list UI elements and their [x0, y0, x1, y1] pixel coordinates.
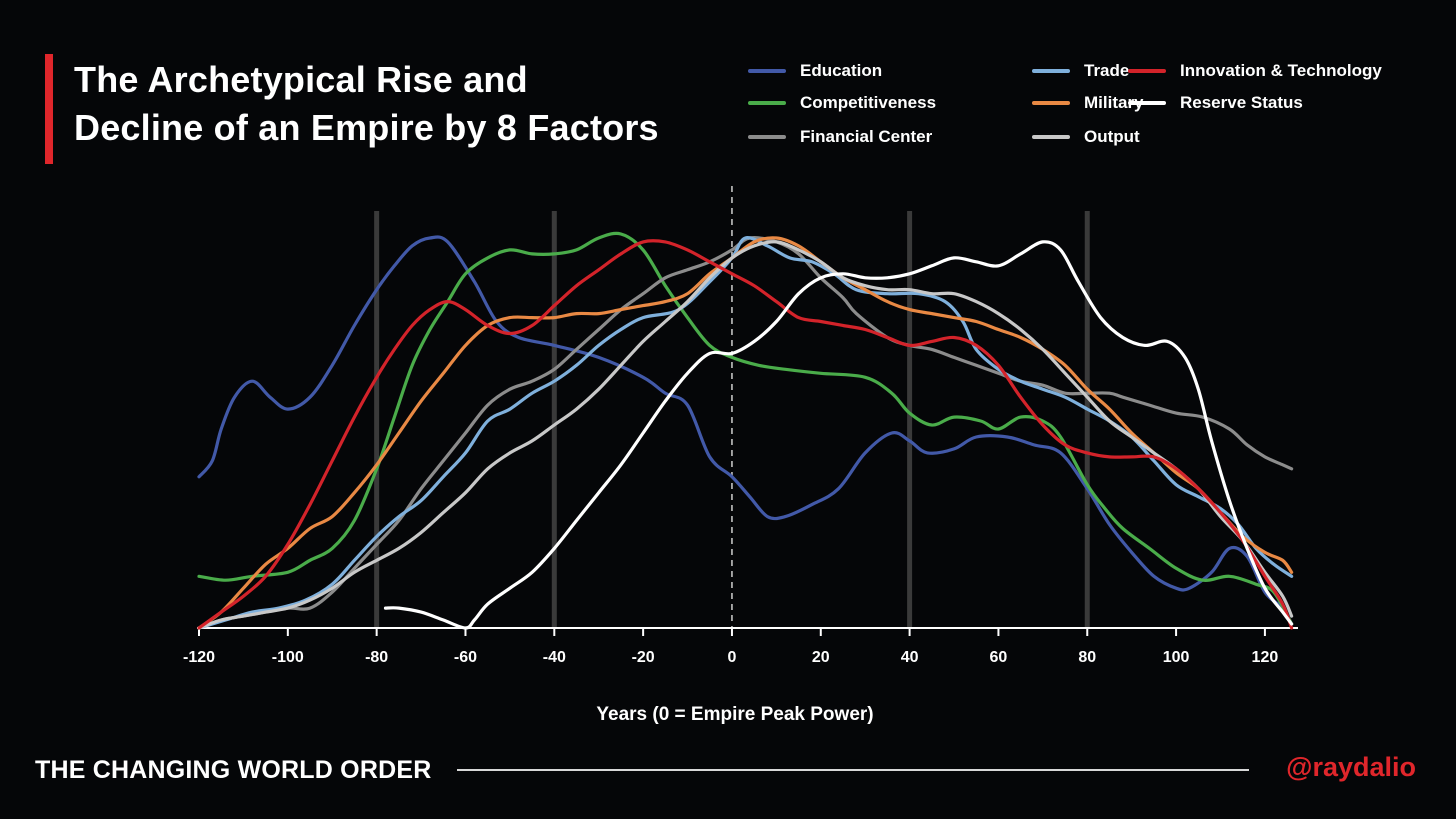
- legend-item-education: Education: [748, 58, 882, 84]
- footer-series-title: THE CHANGING WORLD ORDER: [35, 756, 432, 784]
- legend-item-output: Output: [1032, 124, 1140, 150]
- footer-divider: [457, 769, 1249, 771]
- legend-label: Financial Center: [800, 127, 933, 146]
- chart-title: The Archetypical Rise and Decline of an …: [74, 56, 734, 152]
- legend-label: Reserve Status: [1180, 93, 1303, 112]
- series-line-reserve-status: [383, 240, 1294, 630]
- legend-label: Competitiveness: [800, 93, 937, 112]
- legend-swatch: [748, 101, 786, 105]
- legend-label: Trade: [1084, 61, 1130, 80]
- x-tick-label: -60: [454, 649, 477, 666]
- series-line-military: [197, 236, 1294, 630]
- legend-label: Output: [1084, 127, 1140, 146]
- legend-swatch: [1128, 101, 1166, 105]
- x-tick-label: 20: [812, 649, 830, 666]
- x-tick-label: -20: [632, 649, 655, 666]
- legend-swatch: [1032, 101, 1070, 105]
- x-tick-label: 0: [728, 649, 737, 666]
- x-tick-label: 40: [901, 649, 919, 666]
- legend-swatch: [1032, 135, 1070, 139]
- x-tick-label: -80: [365, 649, 388, 666]
- legend-item-innovation-technology: Innovation & Technology: [1128, 58, 1382, 84]
- legend-label: Military: [1084, 93, 1144, 112]
- legend-item-trade: Trade: [1032, 58, 1129, 84]
- x-axis-title: Years (0 = Empire Peak Power): [596, 704, 874, 725]
- title-line-2: Decline of an Empire by 8 Factors: [74, 107, 659, 148]
- x-tick-label: -40: [543, 649, 566, 666]
- legend: Education Trade Innovation & Technology Com…: [748, 58, 1438, 158]
- series-line-education: [197, 235, 1294, 626]
- legend-label: Innovation & Technology: [1180, 61, 1382, 80]
- title-line-1: The Archetypical Rise and: [74, 59, 528, 100]
- series-line-output: [197, 240, 1294, 630]
- x-tick-label: 80: [1078, 649, 1096, 666]
- x-tick-label: 120: [1252, 649, 1279, 666]
- legend-swatch: [748, 69, 786, 73]
- x-tick-label: 100: [1163, 649, 1190, 666]
- legend-swatch: [1032, 69, 1070, 73]
- x-tick-label: 60: [990, 649, 1008, 666]
- x-tick-label: -120: [183, 649, 215, 666]
- legend-item-competitiveness: Competitiveness: [748, 90, 936, 116]
- legend-item-financial-center: Financial Center: [748, 124, 932, 150]
- legend-item-reserve-status: Reserve Status: [1128, 90, 1303, 116]
- title-accent-bar: [45, 54, 53, 164]
- legend-label: Education: [800, 61, 883, 80]
- legend-swatch: [748, 135, 786, 139]
- legend-item-military: Military: [1032, 90, 1144, 116]
- footer-handle: @raydalio: [1286, 752, 1416, 782]
- series-line-innovation-technology: [197, 239, 1294, 630]
- x-tick-label: -100: [272, 649, 304, 666]
- legend-swatch: [1128, 69, 1166, 73]
